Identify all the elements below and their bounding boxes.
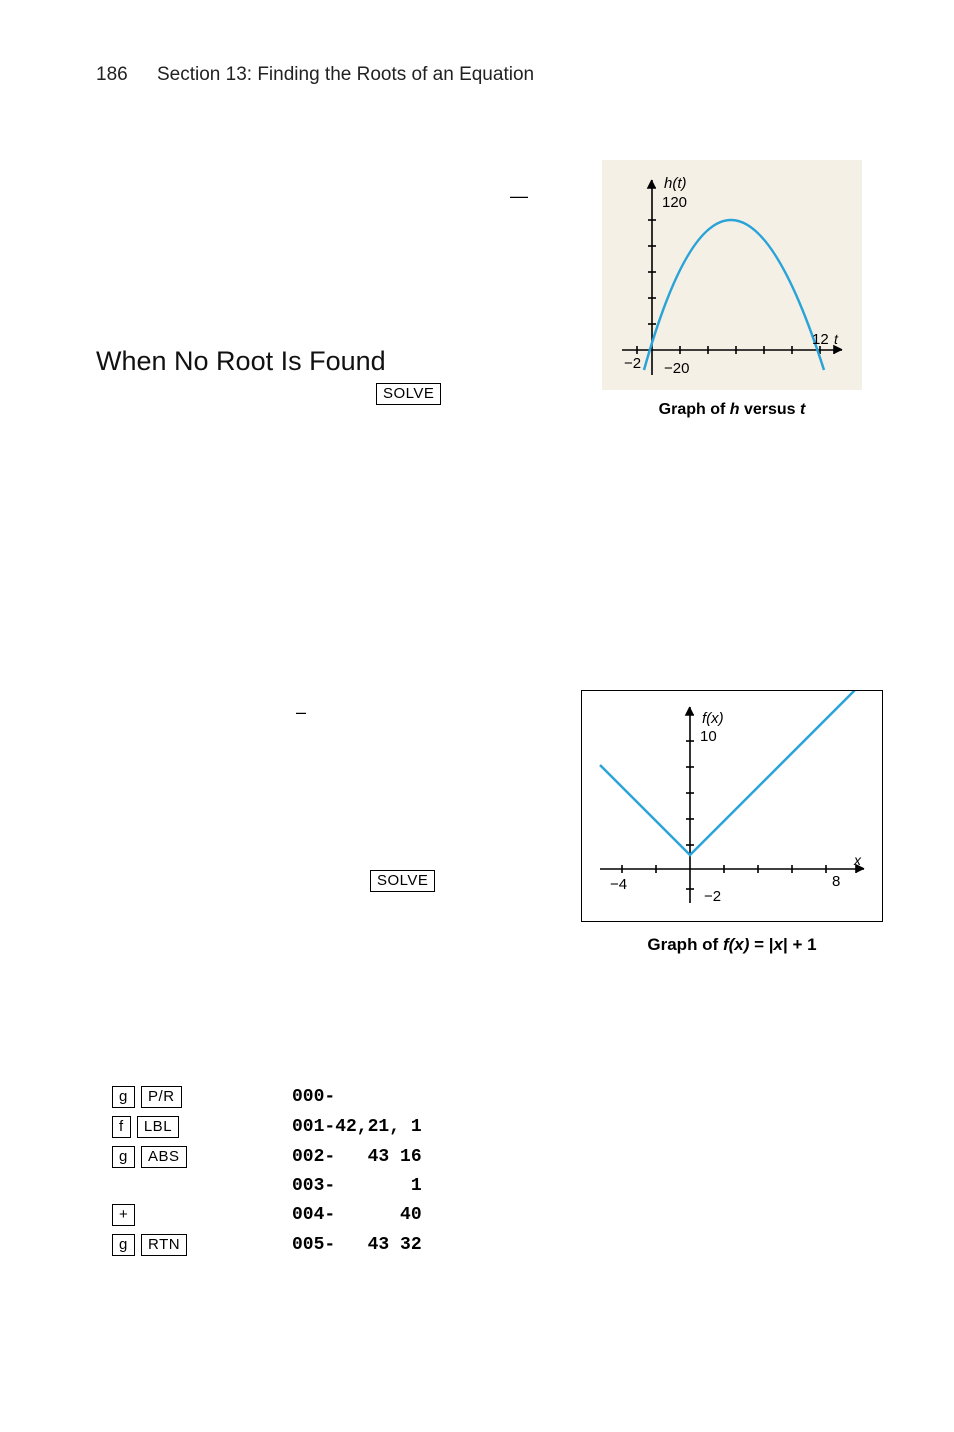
solve-key: SOLVE [376, 383, 441, 405]
page: 186 Section 13: Finding the Roots of an … [0, 0, 954, 1432]
plus-key: + [112, 1204, 135, 1226]
section-title: Section 13: Finding the Roots of an Equa… [157, 64, 534, 85]
keys-row-0: g P/R [112, 1086, 292, 1108]
dash-glyph: — [510, 186, 528, 207]
svg-text:x: x [853, 852, 862, 868]
svg-text:−4: −4 [610, 876, 627, 893]
abs-key: ABS [141, 1146, 187, 1168]
solve-key-mid: SOLVE [370, 870, 435, 892]
g-key: g [112, 1086, 135, 1108]
g-key-3: g [112, 1234, 135, 1256]
svg-text:10: 10 [700, 728, 717, 745]
graph-h-t: h(t) 120 −2 12 t −20 [602, 160, 862, 390]
keys-row-5: g RTN [112, 1234, 292, 1256]
disp-row-4: 004- 40 [292, 1205, 512, 1225]
f-key: f [112, 1116, 131, 1138]
disp-row-3: 003- 1 [292, 1176, 512, 1196]
program-listing: g P/R 000- f LBL 001-42,21, 1 g ABS 002-… [112, 1086, 512, 1256]
disp-row-5: 005- 43 32 [292, 1235, 512, 1255]
running-header: 186 Section 13: Finding the Roots of an … [96, 64, 874, 86]
graph-fx: f(x) 10 −4 8 x −2 [581, 690, 883, 922]
keys-row-2: g ABS [112, 1146, 292, 1168]
g-key-2: g [112, 1146, 135, 1168]
svg-text:h(t): h(t) [664, 175, 687, 192]
figure-abs-x-plus-1: f(x) 10 −4 8 x −2 Graph of f(x) = |x| + … [572, 690, 892, 955]
pr-key: P/R [141, 1086, 182, 1108]
svg-text:−2: −2 [624, 355, 641, 372]
svg-text:f(x): f(x) [702, 710, 724, 727]
lbl-key: LBL [137, 1116, 179, 1138]
figure2-caption: Graph of f(x) = |x| + 1 [572, 935, 892, 955]
disp-row-2: 002- 43 16 [292, 1147, 512, 1167]
figure-h-versus-t: h(t) 120 −2 12 t −20 Graph of h versus t [582, 160, 882, 419]
svg-text:−20: −20 [664, 360, 689, 377]
svg-text:−2: −2 [704, 888, 721, 905]
rtn-key: RTN [141, 1234, 187, 1256]
svg-text:12: 12 [812, 331, 829, 348]
svg-text:120: 120 [662, 194, 687, 211]
figure1-caption: Graph of h versus t [582, 401, 882, 419]
disp-row-1: 001-42,21, 1 [292, 1117, 512, 1137]
disp-row-0: 000- [292, 1087, 512, 1107]
keys-row-4: + [112, 1204, 292, 1226]
svg-text:8: 8 [832, 873, 840, 890]
keys-row-1: f LBL [112, 1116, 292, 1138]
page-number: 186 [96, 64, 128, 86]
minus-glyph: – [296, 702, 306, 723]
solve-key-2: SOLVE [370, 870, 435, 892]
